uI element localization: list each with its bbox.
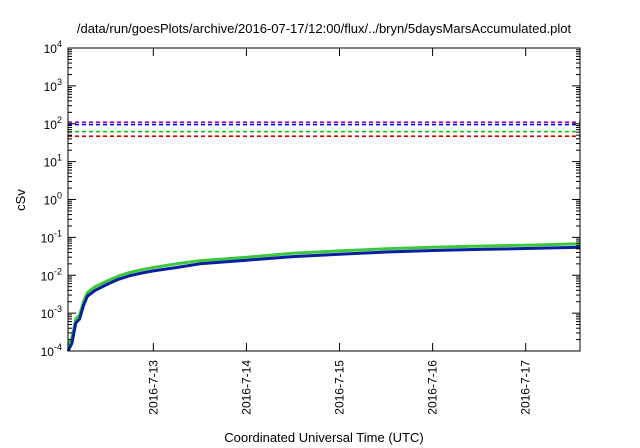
x-tick-label: 2016-7-13 [146, 360, 160, 415]
y-axis-label: cSv [13, 189, 28, 211]
y-tick-label: 10-3 [41, 304, 62, 321]
x-tick-label: 2016-7-16 [426, 360, 440, 415]
y-tick-base: 10 [41, 345, 55, 359]
series-lines [66, 242, 581, 352]
y-tick-label: 104 [44, 39, 62, 56]
y-tick-base: 10 [41, 231, 55, 245]
y-tick-base: 10 [44, 156, 58, 170]
y-tick-label: 100 [44, 191, 62, 208]
y-tick-base: 10 [44, 118, 58, 132]
x-tick-label: 2016-7-17 [519, 360, 533, 415]
y-tick-exponent: -2 [54, 266, 62, 276]
y-tick-exponent: -1 [54, 228, 62, 238]
y-tick-label: 101 [44, 153, 62, 170]
series-line [66, 245, 581, 352]
y-tick-label: 103 [44, 77, 62, 94]
y-tick-exponent: 1 [57, 153, 62, 163]
y-tick-exponent: 3 [57, 77, 62, 87]
y-tick-label: 10-2 [41, 266, 62, 283]
y-tick-exponent: -4 [54, 342, 62, 352]
x-tick-label: 2016-7-15 [333, 360, 347, 415]
y-tick-base: 10 [41, 269, 55, 283]
x-axis: 2016-7-13 2016-7-14 2016-7-15 2016-7-16 2016… [146, 48, 533, 415]
series-line [66, 242, 581, 347]
y-tick-label: 102 [44, 115, 62, 132]
y-tick-exponent: 2 [57, 115, 62, 125]
y-tick-label: 10-1 [41, 228, 62, 245]
y-tick-base: 10 [41, 307, 55, 321]
plot-frame [67, 47, 581, 352]
y-tick-exponent: 4 [57, 39, 62, 49]
reference-lines [68, 121, 580, 137]
x-axis-label: Coordinated Universal Time (UTC) [224, 430, 423, 445]
y-tick-base: 10 [44, 42, 58, 56]
y-tick-exponent: 0 [57, 191, 62, 201]
chart-title: /data/run/goesPlots/archive/2016-07-17/1… [77, 21, 572, 36]
y-tick-base: 10 [44, 80, 58, 94]
y-tick-base: 10 [44, 194, 58, 208]
x-tick-label: 2016-7-14 [239, 360, 253, 415]
y-tick-label: 10-4 [41, 342, 62, 359]
y-tick-exponent: -3 [54, 304, 62, 314]
